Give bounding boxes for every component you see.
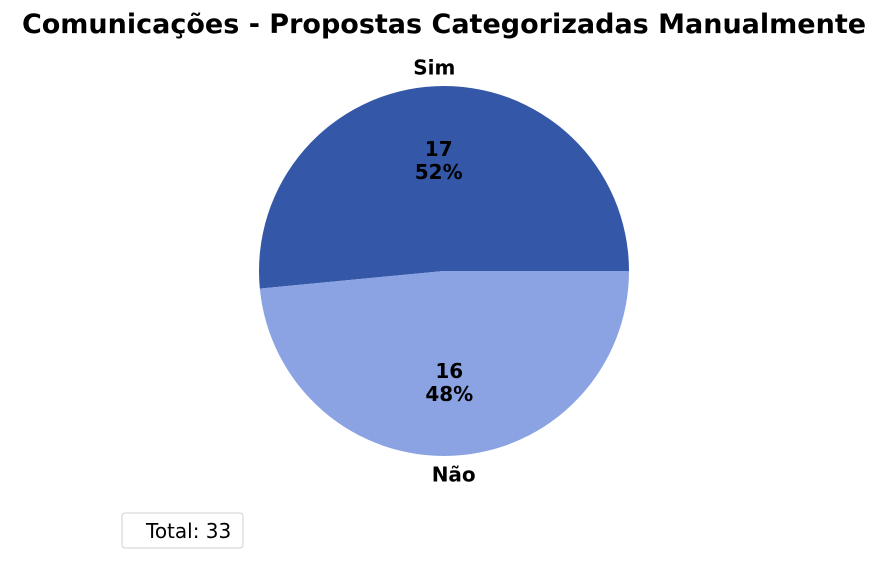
legend-total-text: Total: 33 bbox=[145, 519, 231, 543]
legend: Total: 33 bbox=[121, 512, 244, 549]
slice-percent: 48% bbox=[425, 382, 473, 406]
slice-count: 17 bbox=[425, 137, 453, 161]
slice-value-label: 17 52% bbox=[415, 137, 463, 184]
slice-count: 16 bbox=[435, 359, 463, 383]
slice-label: Não bbox=[432, 462, 476, 486]
pie-labels: Sim 17 52% Não 16 48% bbox=[413, 56, 475, 487]
pie-slice-n-o bbox=[259, 271, 629, 457]
pie-slice-sim bbox=[259, 86, 629, 289]
slice-label: Sim bbox=[413, 56, 455, 80]
legend-box bbox=[121, 512, 244, 549]
chart-title: Comunicações - Propostas Categorizadas M… bbox=[22, 9, 866, 40]
pie-slices bbox=[259, 86, 629, 457]
slice-percent: 52% bbox=[415, 160, 463, 184]
slice-value-label: 16 48% bbox=[425, 359, 473, 406]
